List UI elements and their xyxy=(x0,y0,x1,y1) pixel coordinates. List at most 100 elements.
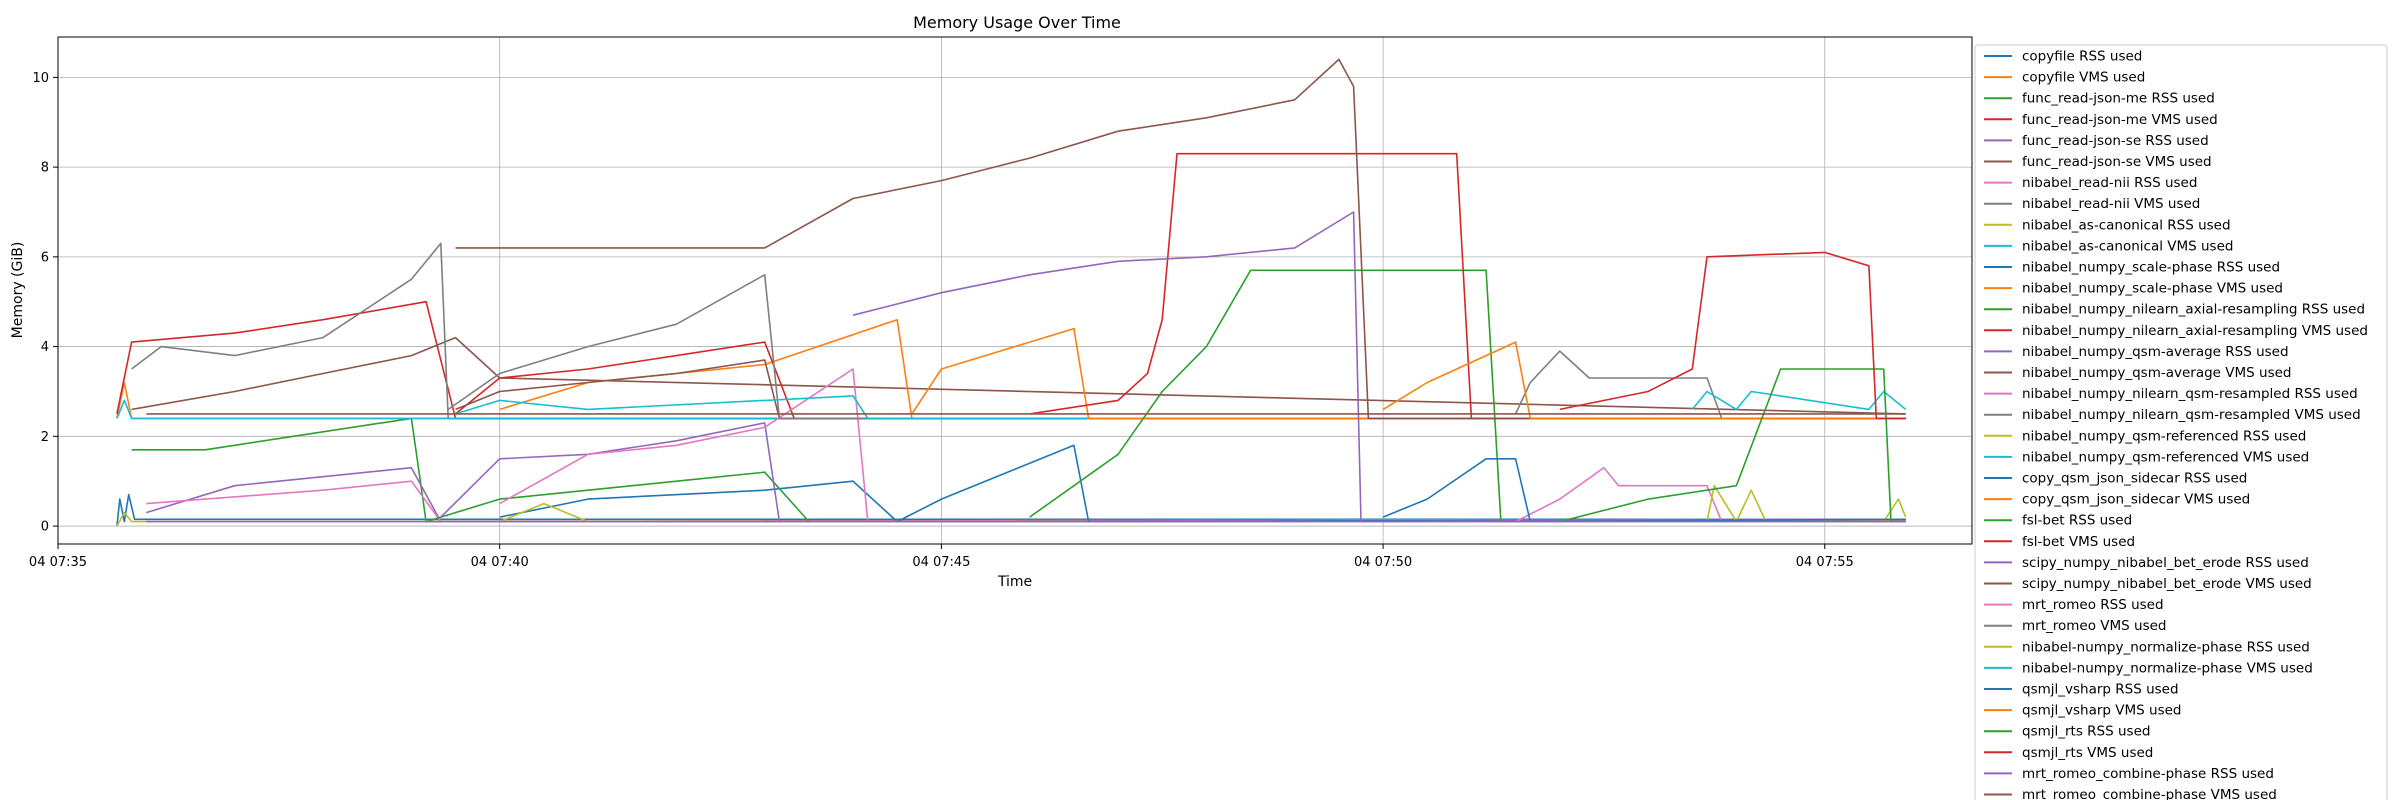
x-tick-label: 04 07:55 xyxy=(1796,555,1854,570)
legend-label: nibabel_numpy_qsm-average VMS used xyxy=(2022,365,2292,381)
legend-label: func_read-json-me VMS used xyxy=(2022,112,2218,128)
series-line xyxy=(1691,390,1907,411)
y-tick-label: 6 xyxy=(41,250,49,265)
plot-area-frame xyxy=(57,36,1973,545)
legend-label: nibabel_numpy_scale-phase RSS used xyxy=(2022,260,2280,276)
x-axis: 04 07:35 04 07:40 04 07:45 04 07:50 04 07:55 xyxy=(29,544,1854,570)
legend-item: qsmjl_vsharp RSS used xyxy=(1984,682,2179,698)
legend-item: qsmjl_vsharp VMS used xyxy=(1984,703,2181,719)
legend-label: nibabel_numpy_nilearn_qsm-resampled RSS … xyxy=(2022,386,2358,402)
y-tick-label: 0 xyxy=(41,520,49,535)
series-line xyxy=(447,274,1906,420)
legend-label: scipy_numpy_nibabel_bet_erode VMS used xyxy=(2022,576,2312,592)
legend-item: mrt_romeo RSS used xyxy=(1984,597,2164,613)
legend-label: nibabel_numpy_qsm-average RSS used xyxy=(2022,344,2289,360)
series-line xyxy=(1029,152,1906,420)
legend-item: nibabel_numpy_nilearn_axial-resampling R… xyxy=(1984,302,2365,318)
series-line xyxy=(455,395,1906,420)
legend-label: nibabel_numpy_nilearn_axial-resampling R… xyxy=(2022,302,2365,318)
legend-label: nibabel_numpy_scale-phase VMS used xyxy=(2022,281,2283,297)
legend-label: func_read-json-me RSS used xyxy=(2022,91,2215,107)
x-tick-label: 04 07:50 xyxy=(1354,555,1412,570)
legend-label: func_read-json-se VMS used xyxy=(2022,154,2212,170)
legend-item: scipy_numpy_nibabel_bet_erode RSS used xyxy=(1984,555,2309,571)
legend-label: nibabel_numpy_qsm-referenced VMS used xyxy=(2022,449,2309,465)
legend-item: nibabel_numpy_nilearn_axial-resampling V… xyxy=(1984,323,2368,339)
legend-label: qsmjl_rts VMS used xyxy=(2022,745,2153,761)
legend-label: nibabel_as-canonical VMS used xyxy=(2022,238,2233,254)
legend-item: copy_qsm_json_sidecar RSS used xyxy=(1984,471,2247,487)
chart-title: Memory Usage Over Time xyxy=(913,13,1121,32)
x-tick-label: 04 07:35 xyxy=(29,555,87,570)
legend-label: nibabel_numpy_nilearn_axial-resampling V… xyxy=(2022,323,2368,339)
series-line xyxy=(1382,341,1906,420)
legend-item: func_read-json-se RSS used xyxy=(1984,133,2209,149)
legend-label: nibabel_numpy_nilearn_qsm-resampled VMS … xyxy=(2022,407,2361,423)
legend-item: fsl-bet VMS used xyxy=(1984,534,2135,550)
legend-label: qsmjl_vsharp VMS used xyxy=(2022,703,2181,719)
legend-item: func_read-json-se VMS used xyxy=(1984,154,2212,170)
legend-label: nibabel-numpy_normalize-phase RSS used xyxy=(2022,639,2310,655)
series-lines xyxy=(116,58,1907,527)
legend-label: fsl-bet VMS used xyxy=(2022,534,2135,550)
legend-item: nibabel_numpy_qsm-average RSS used xyxy=(1984,344,2289,360)
legend-label: copyfile VMS used xyxy=(2022,70,2145,86)
legend-item: nibabel-numpy_normalize-phase RSS used xyxy=(1984,639,2310,655)
y-tick-label: 2 xyxy=(41,430,49,445)
legend-label: mrt_romeo_combine-phase RSS used xyxy=(2022,766,2274,782)
legend-label: fsl-bet RSS used xyxy=(2022,513,2132,529)
y-axis-label: Memory (GiB) xyxy=(10,242,26,339)
series-line xyxy=(1029,269,1906,523)
legend-item: fsl-bet RSS used xyxy=(1984,513,2132,529)
legend-label: scipy_numpy_nibabel_bet_erode RSS used xyxy=(2022,555,2309,571)
legend-label: mrt_romeo RSS used xyxy=(2022,597,2164,613)
legend-item: nibabel_numpy_scale-phase VMS used xyxy=(1984,281,2283,297)
legend-label: copyfile RSS used xyxy=(2022,49,2142,65)
legend-item: nibabel_as-canonical RSS used xyxy=(1984,217,2231,233)
legend-label: func_read-json-se RSS used xyxy=(2022,133,2209,149)
legend-item: nibabel_numpy_nilearn_qsm-resampled RSS … xyxy=(1984,386,2358,402)
x-tick-label: 04 07:40 xyxy=(471,555,529,570)
y-tick-label: 4 xyxy=(41,340,49,355)
series-line xyxy=(116,493,1906,527)
series-line xyxy=(911,327,1906,420)
legend-item: mrt_romeo_combine-phase VMS used xyxy=(1984,787,2277,800)
y-tick-label: 10 xyxy=(32,71,49,86)
series-line xyxy=(852,211,1906,523)
y-tick-label: 8 xyxy=(41,161,49,176)
legend-frame xyxy=(1974,44,2388,800)
x-tick-label: 04 07:45 xyxy=(912,555,970,570)
legend-item: func_read-json-me VMS used xyxy=(1984,112,2218,128)
legend-label: copy_qsm_json_sidecar VMS used xyxy=(2022,492,2250,508)
legend-item: mrt_romeo_combine-phase RSS used xyxy=(1984,766,2274,782)
legend-item: func_read-json-me RSS used xyxy=(1984,91,2215,107)
x-axis-label: Time xyxy=(997,574,1032,590)
legend-item: nibabel-numpy_normalize-phase VMS used xyxy=(1984,660,2313,676)
legend-label: copy_qsm_json_sidecar RSS used xyxy=(2022,471,2247,487)
series-line xyxy=(1559,251,1906,420)
legend-label: nibabel_numpy_qsm-referenced RSS used xyxy=(2022,428,2306,444)
legend-item: nibabel_numpy_qsm-referenced RSS used xyxy=(1984,428,2306,444)
legend-item: nibabel_numpy_qsm-referenced VMS used xyxy=(1984,449,2309,465)
legend-label: qsmjl_rts RSS used xyxy=(2022,724,2150,740)
legend-item: copyfile RSS used xyxy=(1984,49,2142,65)
legend-item: mrt_romeo VMS used xyxy=(1984,618,2166,634)
series-line xyxy=(131,242,1906,420)
series-line xyxy=(1706,484,1907,523)
legend-item: scipy_numpy_nibabel_bet_erode VMS used xyxy=(1984,576,2312,592)
legend-label: nibabel_read-nii RSS used xyxy=(2022,175,2197,191)
y-axis: 0 2 4 6 8 10 xyxy=(32,71,58,535)
legend-label: nibabel_read-nii VMS used xyxy=(2022,196,2200,212)
legend-label: mrt_romeo VMS used xyxy=(2022,618,2166,634)
legend-item: nibabel_numpy_scale-phase RSS used xyxy=(1984,260,2280,276)
legend-label: nibabel-numpy_normalize-phase VMS used xyxy=(2022,660,2313,676)
legend-item: copyfile VMS used xyxy=(1984,70,2145,86)
series-line xyxy=(455,58,1906,420)
legend-label: mrt_romeo_combine-phase VMS used xyxy=(2022,787,2277,800)
legend-item: qsmjl_rts RSS used xyxy=(1984,724,2150,740)
legend-item: qsmjl_rts VMS used xyxy=(1984,745,2153,761)
legend-item: nibabel_numpy_nilearn_qsm-resampled VMS … xyxy=(1984,407,2361,423)
legend-item: nibabel_numpy_qsm-average VMS used xyxy=(1984,365,2292,381)
legend-item: copy_qsm_json_sidecar VMS used xyxy=(1984,492,2250,508)
legend-label: nibabel_as-canonical RSS used xyxy=(2022,217,2231,233)
